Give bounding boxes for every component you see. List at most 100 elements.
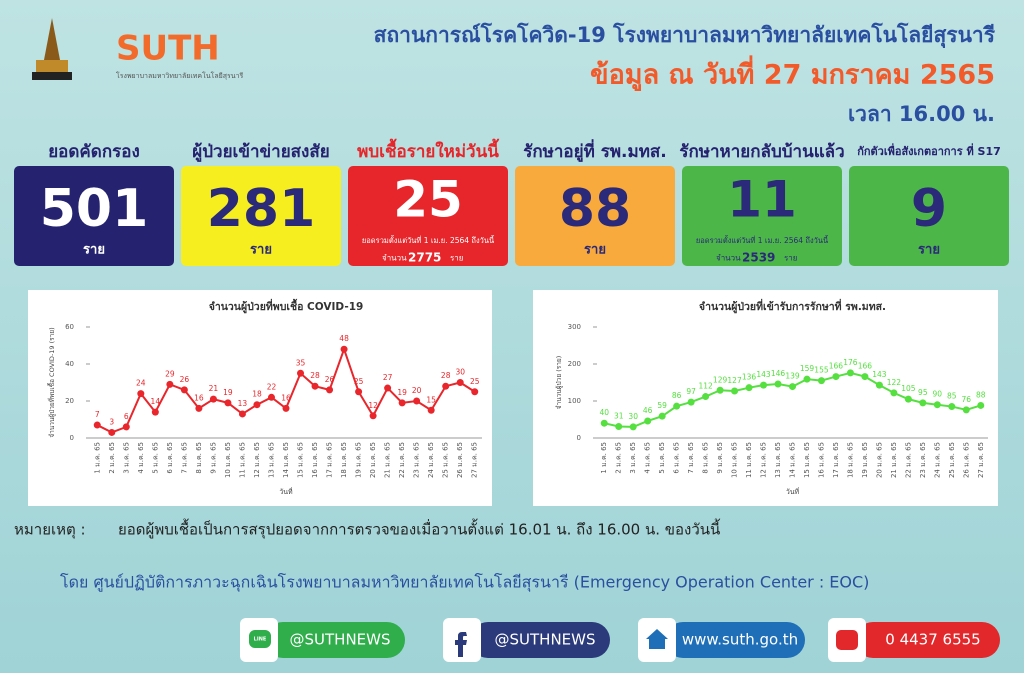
x-tick-label: 2 ม.ค. 65 bbox=[108, 442, 116, 474]
emblem bbox=[32, 18, 72, 80]
box-count-prefix: จำนวน bbox=[382, 254, 407, 263]
data-point bbox=[789, 383, 796, 391]
data-point bbox=[760, 381, 768, 389]
contacts: LINE @SUTHNEWS @SUTHNEWS www.suth.go.th … bbox=[240, 618, 1000, 662]
x-tick-label: 25 ม.ค. 65 bbox=[948, 442, 956, 478]
box-unit: ราย bbox=[918, 243, 940, 258]
data-label: 30 bbox=[455, 368, 465, 377]
data-label: 29 bbox=[165, 369, 175, 378]
data-point bbox=[933, 401, 941, 409]
box-value: 501 bbox=[40, 179, 149, 239]
data-label: 48 bbox=[339, 334, 349, 343]
data-label: 6 bbox=[124, 412, 129, 421]
data-label: 143 bbox=[756, 370, 771, 379]
data-label: 127 bbox=[727, 376, 742, 385]
data-label: 176 bbox=[843, 358, 858, 367]
contact-pill bbox=[665, 622, 805, 658]
x-tick-label: 11 ม.ค. 65 bbox=[745, 442, 753, 478]
data-point bbox=[224, 399, 232, 407]
data-label: 28 bbox=[441, 371, 451, 380]
x-tick-label: 20 ม.ค. 65 bbox=[875, 442, 883, 478]
data-label: 129 bbox=[713, 375, 728, 384]
data-point bbox=[267, 393, 275, 401]
box-note: ยอดรวมตั้งแต่วันที่ 1 เม.ย. 2564 ถึงวันน… bbox=[696, 235, 829, 245]
note-text: ยอดผู้พบเชื้อเป็นการสรุปยอดจากการตรวจของ… bbox=[118, 519, 721, 540]
data-point bbox=[427, 406, 435, 414]
x-tick-label: 26 ม.ค. 65 bbox=[962, 442, 970, 478]
data-point bbox=[716, 386, 724, 394]
chart-title: จำนวนผู้ป่วยที่พบเชื้อ COVID-19 bbox=[209, 298, 364, 314]
data-point bbox=[962, 406, 970, 414]
x-tick-label: 14 ม.ค. 65 bbox=[282, 442, 290, 478]
x-tick-label: 9 ม.ค. 65 bbox=[209, 442, 217, 474]
data-label: 136 bbox=[742, 373, 757, 382]
y-tick-label: 300 bbox=[568, 323, 581, 331]
suth-logo: SUTH โรงพยาบาลมหาวิทยาลัยเทคโนโลยีสุรนาร… bbox=[116, 29, 244, 81]
data-label: 59 bbox=[657, 401, 667, 410]
data-point bbox=[687, 398, 695, 406]
data-point bbox=[948, 403, 956, 411]
data-point bbox=[238, 410, 246, 418]
chart-title: จำนวนผู้ป่วยที่เข้ารับการรักษาที่ รพ.มทส… bbox=[699, 298, 886, 314]
data-point bbox=[384, 384, 392, 392]
line-icon bbox=[249, 630, 271, 648]
x-tick-label: 18 ม.ค. 65 bbox=[846, 442, 854, 478]
data-point bbox=[673, 402, 681, 410]
box-value: 281 bbox=[207, 179, 316, 239]
data-point bbox=[108, 428, 116, 436]
data-point bbox=[209, 395, 217, 403]
x-tick-label: 3 ม.ค. 65 bbox=[122, 442, 130, 474]
data-point bbox=[731, 387, 739, 395]
data-point bbox=[702, 393, 710, 401]
data-label: 14 bbox=[151, 397, 161, 406]
data-point bbox=[817, 377, 825, 385]
facebook-icon bbox=[455, 632, 467, 657]
data-label: 25 bbox=[470, 377, 480, 386]
data-label: 30 bbox=[628, 412, 638, 421]
logo-text: SUTH bbox=[116, 29, 220, 69]
data-label: 76 bbox=[962, 395, 972, 404]
data-point bbox=[93, 421, 101, 429]
contact-text: @SUTHNEWS bbox=[290, 631, 391, 649]
data-label: 166 bbox=[858, 362, 873, 371]
data-point bbox=[355, 388, 363, 396]
data-point bbox=[369, 412, 377, 420]
box-count-unit: ราย bbox=[784, 254, 797, 263]
x-tick-label: 27 ม.ค. 65 bbox=[977, 442, 985, 478]
x-tick-label: 4 ม.ค. 65 bbox=[644, 442, 652, 474]
home-icon bbox=[646, 629, 668, 649]
contact-text: www.suth.go.th bbox=[682, 631, 798, 649]
data-label: 139 bbox=[785, 372, 800, 381]
data-label: 21 bbox=[209, 384, 219, 393]
x-axis-label: วันที่ bbox=[279, 487, 293, 496]
x-tick-label: 2 ม.ค. 65 bbox=[615, 442, 623, 474]
data-point bbox=[629, 423, 637, 431]
x-tick-label: 5 ม.ค. 65 bbox=[151, 442, 159, 474]
data-label: 112 bbox=[698, 382, 713, 391]
data-label: 159 bbox=[800, 364, 815, 373]
data-point bbox=[297, 369, 305, 377]
x-tick-label: 12 ม.ค. 65 bbox=[760, 442, 768, 478]
x-tick-label: 12 ม.ค. 65 bbox=[253, 442, 261, 478]
data-point bbox=[456, 379, 464, 386]
box-label: รักษาหายกลับบ้านแล้ว bbox=[679, 142, 844, 162]
box-count-prefix: จำนวน bbox=[716, 254, 741, 263]
data-label: 86 bbox=[672, 391, 682, 400]
title: สถานการณ์โรคโควิด-19 โรงพยาบาลมหาวิทยาลั… bbox=[374, 22, 996, 49]
data-point bbox=[398, 399, 406, 407]
time: เวลา 16.00 น. bbox=[848, 102, 995, 126]
x-tick-label: 15 ม.ค. 65 bbox=[297, 442, 305, 478]
stat-box bbox=[181, 166, 341, 266]
chart-panel bbox=[533, 290, 998, 506]
data-label: 166 bbox=[829, 362, 844, 371]
box-value: 11 bbox=[727, 171, 797, 229]
data-label: 26 bbox=[325, 375, 335, 384]
box-value: 88 bbox=[559, 179, 631, 239]
contact-text: 0 4437 6555 bbox=[885, 631, 980, 649]
y-axis-label: จำนวนผู้ป่วย (ราย) bbox=[555, 356, 563, 409]
footer: โดย ศูนย์ปฏิบัติการภาวะฉุกเฉินโรงพยาบาลม… bbox=[60, 573, 869, 593]
data-point bbox=[875, 381, 883, 389]
data-point bbox=[195, 404, 203, 412]
data-point bbox=[180, 386, 188, 394]
box-label: รักษาอยู่ที่ รพ.มทส. bbox=[523, 139, 667, 163]
